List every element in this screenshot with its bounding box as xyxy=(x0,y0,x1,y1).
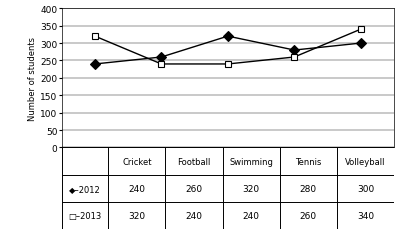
Text: 240: 240 xyxy=(185,211,203,220)
Text: 260: 260 xyxy=(185,184,203,193)
Text: Football: Football xyxy=(177,157,211,166)
Text: 340: 340 xyxy=(357,211,374,220)
Text: Cricket: Cricket xyxy=(122,157,152,166)
Text: Volleyball: Volleyball xyxy=(345,157,386,166)
Text: 240: 240 xyxy=(243,211,259,220)
Text: 320: 320 xyxy=(128,211,145,220)
Text: 280: 280 xyxy=(300,184,317,193)
Text: 320: 320 xyxy=(242,184,259,193)
Text: 240: 240 xyxy=(128,184,145,193)
Text: Swimming: Swimming xyxy=(229,157,273,166)
Text: 300: 300 xyxy=(357,184,374,193)
Text: □–2013: □–2013 xyxy=(68,211,101,220)
Text: Tennis: Tennis xyxy=(295,157,322,166)
Text: 260: 260 xyxy=(300,211,317,220)
Y-axis label: Number of students: Number of students xyxy=(29,37,37,120)
Text: ◆–2012: ◆–2012 xyxy=(69,184,101,193)
